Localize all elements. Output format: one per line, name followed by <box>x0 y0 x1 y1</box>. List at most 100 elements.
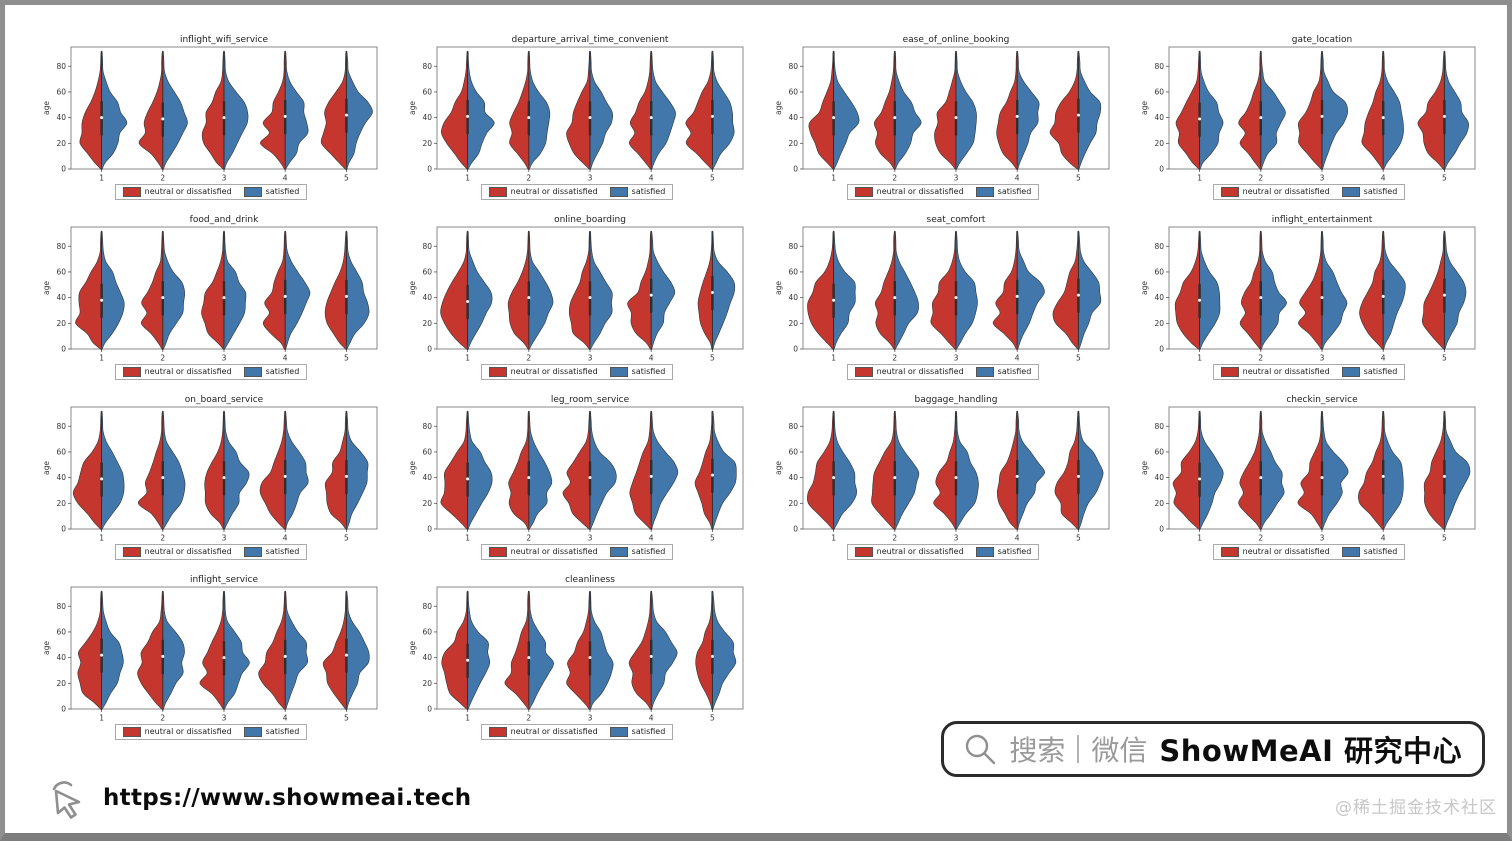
subplot-title: online_boarding <box>554 215 626 225</box>
svg-text:40: 40 <box>1154 473 1164 482</box>
svg-text:0: 0 <box>1159 345 1164 354</box>
svg-text:5: 5 <box>344 714 349 723</box>
search-icon <box>966 734 996 764</box>
violin-plot: inflight_wifi_service 0 20 40 60 80 age 1 2 3 4 5 <box>42 35 378 183</box>
svg-text:80: 80 <box>422 602 432 611</box>
svg-text:4: 4 <box>283 354 288 363</box>
subplot-title: seat_comfort <box>927 215 986 225</box>
svg-text:60: 60 <box>422 448 432 457</box>
violin-cat3 <box>933 410 979 531</box>
svg-text:2: 2 <box>892 534 897 543</box>
violin-cat2 <box>137 590 185 711</box>
subplot-legend: neutral or dissatisfied satisfied <box>846 544 1040 560</box>
svg-text:age: age <box>408 101 417 115</box>
legend-label: satisfied <box>997 187 1032 196</box>
svg-text:age: age <box>1140 461 1149 475</box>
svg-text:0: 0 <box>61 165 66 174</box>
legend-item-satisfied: satisfied <box>609 187 665 197</box>
svg-text:80: 80 <box>788 62 798 71</box>
subplot-title: inflight_wifi_service <box>180 35 269 45</box>
legend-item-dissatisfied: neutral or dissatisfied <box>488 367 598 377</box>
svg-text:60: 60 <box>56 268 66 277</box>
subplot-departure_arrival_time_convenient: departure_arrival_time_convenient 0 20 40 60… <box>407 33 747 206</box>
violin-cat3 <box>930 230 978 351</box>
svg-text:20: 20 <box>56 319 66 328</box>
legend-item-satisfied: satisfied <box>609 547 665 557</box>
violin-cat4 <box>1361 50 1404 171</box>
legend-item-satisfied: satisfied <box>609 367 665 377</box>
svg-text:3: 3 <box>222 714 227 723</box>
svg-text:80: 80 <box>422 62 432 71</box>
violin-cat4 <box>1358 410 1404 531</box>
violin-plot: inflight_entertainment 0 20 40 60 80 age 1 2 3 4 5 <box>1140 215 1476 363</box>
subplot-legend: neutral or dissatisfied satisfied <box>846 184 1040 200</box>
watermark-url-text: https://www.showmeai.tech <box>103 785 472 811</box>
wechat-app-label: 微信 <box>1091 734 1148 767</box>
subplot-food_and_drink: food_and_drink 0 20 40 60 80 age 1 2 3 4 5 neutral o… <box>41 213 381 386</box>
violin-cat1 <box>79 50 128 171</box>
legend-item-satisfied: satisfied <box>1341 547 1397 557</box>
subplot-title: ease_of_online_booking <box>903 35 1010 45</box>
violin-cat2 <box>140 230 186 351</box>
svg-text:1: 1 <box>465 534 470 543</box>
svg-text:3: 3 <box>222 354 227 363</box>
subplot-title: inflight_entertainment <box>1272 215 1373 225</box>
svg-text:40: 40 <box>422 113 432 122</box>
svg-text:80: 80 <box>422 242 432 251</box>
svg-text:5: 5 <box>1442 534 1447 543</box>
svg-text:60: 60 <box>1154 448 1164 457</box>
subplot-legend: neutral or dissatisfied satisfied <box>1212 544 1406 560</box>
svg-text:40: 40 <box>788 473 798 482</box>
svg-text:20: 20 <box>1154 139 1164 148</box>
subplot-title: inflight_service <box>190 575 259 585</box>
svg-text:20: 20 <box>788 139 798 148</box>
legend-swatch <box>1341 367 1360 377</box>
svg-text:40: 40 <box>56 113 66 122</box>
legend-swatch <box>609 727 628 737</box>
svg-text:age: age <box>774 461 783 475</box>
legend-swatch <box>854 547 873 557</box>
svg-text:0: 0 <box>427 345 432 354</box>
violin-cat2 <box>138 50 188 171</box>
legend-item-dissatisfied: neutral or dissatisfied <box>488 547 598 557</box>
svg-text:5: 5 <box>344 534 349 543</box>
violin-cat4 <box>1359 230 1406 351</box>
svg-text:80: 80 <box>1154 242 1164 251</box>
legend-item-dissatisfied: neutral or dissatisfied <box>488 727 598 737</box>
svg-text:0: 0 <box>61 525 66 534</box>
violin-cat4 <box>629 410 679 531</box>
legend-label: satisfied <box>1363 367 1398 376</box>
svg-text:1: 1 <box>831 354 836 363</box>
divider <box>1077 735 1080 763</box>
svg-text:4: 4 <box>649 174 654 183</box>
svg-text:80: 80 <box>56 62 66 71</box>
svg-text:1: 1 <box>465 354 470 363</box>
legend-swatch <box>1220 367 1239 377</box>
legend-swatch <box>609 187 628 197</box>
violin-cat3 <box>568 230 613 351</box>
violin-cat3 <box>1297 50 1348 171</box>
svg-text:5: 5 <box>1076 534 1081 543</box>
violin-cat4 <box>258 590 309 711</box>
legend-swatch <box>488 727 507 737</box>
legend-item-dissatisfied: neutral or dissatisfied <box>1220 367 1330 377</box>
svg-text:1: 1 <box>1197 534 1202 543</box>
svg-text:4: 4 <box>283 174 288 183</box>
svg-text:4: 4 <box>283 714 288 723</box>
svg-text:4: 4 <box>1015 174 1020 183</box>
svg-text:20: 20 <box>422 679 432 688</box>
subplot-baggage_handling: baggage_handling 0 20 40 60 80 age 1 2 3 4 5 neutral… <box>773 393 1113 566</box>
svg-text:4: 4 <box>649 354 654 363</box>
legend-label: satisfied <box>997 367 1032 376</box>
legend-label: satisfied <box>265 547 300 556</box>
svg-text:5: 5 <box>1076 354 1081 363</box>
subplot-cleanliness: cleanliness 0 20 40 60 80 age 1 2 3 4 5 neutral or d… <box>407 573 747 746</box>
svg-text:80: 80 <box>56 422 66 431</box>
legend-swatch <box>854 367 873 377</box>
svg-text:5: 5 <box>710 714 715 723</box>
legend-swatch <box>122 367 141 377</box>
wechat-search-label: 搜索 <box>1009 734 1066 767</box>
svg-text:40: 40 <box>422 473 432 482</box>
svg-text:60: 60 <box>56 88 66 97</box>
legend-item-satisfied: satisfied <box>975 547 1031 557</box>
